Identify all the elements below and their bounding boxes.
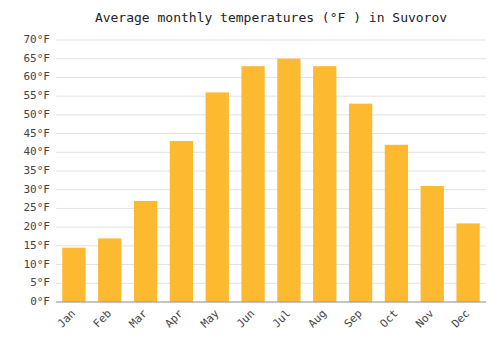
y-tick-label: 10°F: [24, 258, 51, 271]
grid-line: [56, 114, 486, 115]
x-tick-label: Jul: [270, 307, 293, 330]
bar: [385, 145, 408, 302]
grid-line: [56, 77, 486, 78]
x-tick-label: Mar: [127, 307, 151, 331]
bar: [170, 141, 193, 302]
bar: [277, 59, 300, 302]
grid-line: [56, 171, 486, 172]
chart: Average monthly temperatures (°F ) in Su…: [0, 0, 500, 350]
y-tick-label: 5°F: [30, 276, 50, 289]
x-tick-label: Oct: [377, 307, 400, 330]
y-tick-label: 15°F: [24, 239, 51, 252]
y-tick-label: 20°F: [24, 220, 51, 233]
grid-line: [56, 133, 486, 134]
bar: [313, 66, 336, 302]
bar: [421, 186, 444, 302]
y-tick-label: 45°F: [24, 127, 51, 140]
bar: [62, 248, 85, 302]
bars: [62, 59, 479, 302]
bar: [241, 66, 264, 302]
x-axis: Jan Feb Mar Apr May Jun Jul Aug Sep Oct Nov Dec: [55, 307, 472, 331]
bar: [349, 104, 372, 302]
x-tick-label: Nov: [413, 307, 437, 331]
x-tick-label: Sep: [342, 307, 365, 330]
y-tick-label: 50°F: [24, 108, 51, 121]
title: Average monthly temperatures (°F ) in Su…: [95, 10, 447, 25]
grid-line: [56, 58, 486, 59]
x-tick-label: Apr: [162, 307, 186, 331]
x-tick-label: Feb: [91, 307, 114, 330]
y-tick-label: 30°F: [24, 183, 51, 196]
y-tick-label: 0°F: [30, 295, 50, 308]
x-tick-label: Jan: [55, 307, 78, 330]
y-tick-label: 60°F: [24, 70, 51, 83]
y-tick-label: 25°F: [24, 201, 51, 214]
y-tick-label: 55°F: [24, 89, 51, 102]
grid-line: [56, 152, 486, 153]
x-tick-label: May: [198, 307, 222, 331]
y-tick-label: 70°F: [24, 33, 51, 46]
x-tick-label: Dec: [449, 307, 472, 330]
x-tick-label: Aug: [306, 307, 329, 330]
grid-line: [56, 96, 486, 97]
bar: [456, 223, 479, 302]
bar: [134, 201, 157, 302]
y-axis: 0°F 5°F 10°F 15°F 20°F 25°F 30°F 35°F 40°F 45°F 50…: [24, 33, 51, 308]
x-axis-line: [56, 302, 486, 303]
y-tick-label: 35°F: [24, 164, 51, 177]
bar: [98, 238, 121, 302]
y-tick-label: 65°F: [24, 52, 51, 65]
grid: [56, 40, 486, 302]
x-tick-label: Jun: [234, 307, 257, 330]
grid-line: [56, 40, 486, 41]
bar: [206, 92, 229, 302]
y-tick-label: 40°F: [24, 145, 51, 158]
grid-line: [56, 302, 486, 303]
